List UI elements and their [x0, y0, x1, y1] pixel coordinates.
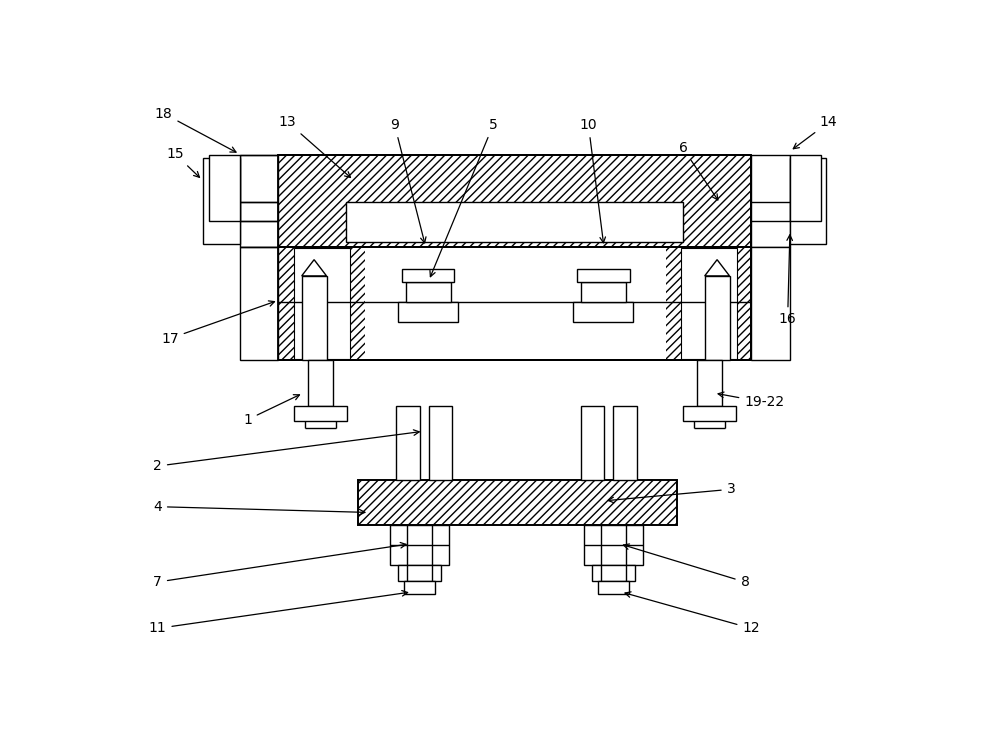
Text: 10: 10: [580, 118, 605, 242]
Bar: [294, 407, 347, 421]
Bar: [240, 155, 278, 247]
Text: 11: 11: [149, 590, 408, 636]
Bar: [790, 155, 821, 221]
Text: 15: 15: [167, 147, 199, 178]
Bar: [396, 407, 420, 480]
Text: 5: 5: [430, 118, 498, 276]
Bar: [592, 565, 635, 581]
Bar: [202, 158, 240, 244]
Text: 1: 1: [243, 395, 299, 427]
Bar: [598, 581, 629, 593]
Bar: [584, 526, 643, 565]
Bar: [278, 155, 751, 247]
Text: 13: 13: [279, 115, 350, 178]
Bar: [683, 407, 736, 421]
Bar: [402, 269, 454, 282]
Bar: [573, 302, 633, 322]
Text: 19-22: 19-22: [718, 392, 784, 410]
Bar: [308, 360, 333, 407]
Bar: [365, 248, 666, 359]
Bar: [681, 248, 737, 359]
Text: 2: 2: [153, 430, 419, 473]
Bar: [406, 282, 450, 302]
Text: 14: 14: [793, 115, 838, 149]
Bar: [613, 407, 637, 480]
Bar: [429, 407, 452, 480]
Bar: [390, 526, 449, 565]
Bar: [294, 248, 350, 359]
Text: 18: 18: [155, 107, 236, 152]
Bar: [398, 565, 441, 581]
Bar: [577, 269, 630, 282]
Text: 12: 12: [625, 592, 760, 636]
Text: 16: 16: [779, 235, 796, 326]
Text: 9: 9: [390, 118, 426, 243]
Text: 17: 17: [161, 301, 275, 346]
Bar: [790, 158, 826, 244]
Text: 6: 6: [679, 142, 718, 200]
Bar: [697, 360, 722, 407]
Bar: [404, 581, 435, 593]
Bar: [581, 282, 626, 302]
Bar: [581, 407, 604, 480]
Bar: [705, 276, 730, 360]
Bar: [302, 276, 327, 360]
Bar: [278, 247, 751, 360]
Polygon shape: [705, 260, 730, 276]
Text: 7: 7: [153, 542, 406, 589]
Bar: [751, 155, 790, 247]
Text: 3: 3: [608, 482, 735, 503]
Bar: [346, 202, 683, 242]
Bar: [751, 247, 790, 360]
Text: 8: 8: [623, 544, 749, 589]
Bar: [358, 480, 677, 526]
Bar: [398, 302, 458, 322]
Text: 4: 4: [153, 500, 365, 515]
Polygon shape: [302, 260, 326, 276]
Bar: [209, 155, 240, 221]
Bar: [240, 247, 278, 360]
